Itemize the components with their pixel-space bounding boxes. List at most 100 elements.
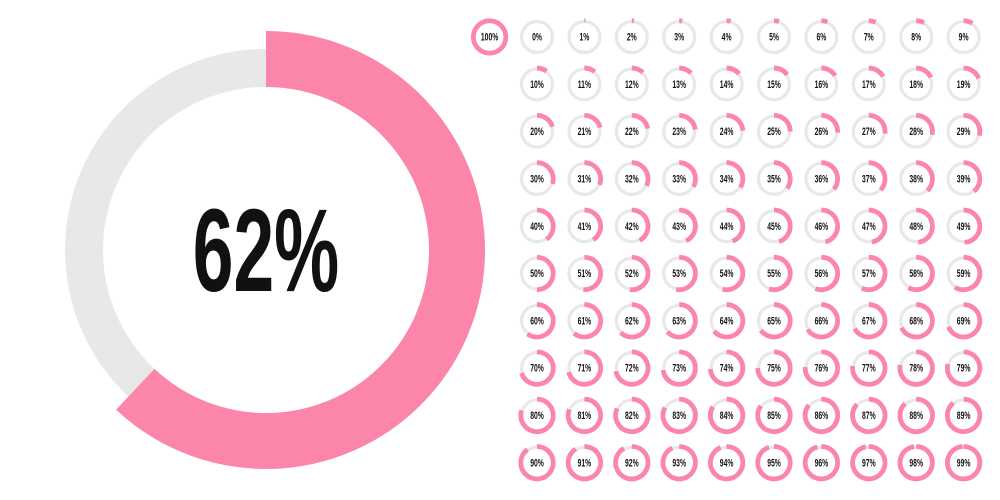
donut-label: 60%: [530, 315, 544, 327]
donut: 90%: [518, 444, 556, 482]
donut: 1%: [567, 18, 602, 55]
donut-arc: [814, 254, 841, 293]
donut-arc: [899, 302, 935, 340]
donut: 69%: [946, 302, 983, 340]
donut-label: 14%: [720, 78, 734, 90]
donut-arc: [526, 302, 556, 340]
donut-label: 61%: [578, 315, 592, 327]
donut-label: 26%: [815, 126, 829, 138]
donut-label: 41%: [578, 220, 592, 232]
donut-label: 69%: [957, 315, 971, 327]
donut-label: 36%: [815, 173, 829, 185]
donut-label: 16%: [815, 78, 829, 90]
donut-arc: [631, 65, 645, 75]
donut: 100%: [470, 18, 509, 56]
donut-arc: [850, 444, 888, 482]
donut-arc: [613, 444, 651, 482]
donut: 2%: [614, 18, 649, 55]
donut: 76%: [802, 349, 841, 387]
donut-arc: [897, 444, 935, 482]
donut-arc: [712, 302, 746, 340]
donut-label: 83%: [672, 409, 686, 421]
donut-label: 34%: [720, 173, 734, 185]
donut-label: 79%: [957, 362, 971, 374]
donut-arc: [566, 349, 603, 387]
donut-label: 27%: [862, 126, 876, 138]
donut-arc: [708, 396, 746, 434]
donut-label: 31%: [578, 173, 592, 185]
donut-label: 6%: [816, 31, 826, 43]
donut-label: 38%: [909, 173, 923, 185]
donut-label: 3%: [674, 31, 684, 43]
donut: 31%: [567, 160, 604, 196]
donut-arc: [802, 349, 841, 387]
donut-arc: [584, 112, 603, 129]
donut-label: 55%: [767, 267, 781, 279]
donut: 80%: [518, 396, 556, 434]
donut-label: 24%: [720, 126, 734, 138]
donut: 43%: [662, 207, 698, 244]
donut: 93%: [660, 444, 698, 482]
donut-arc: [679, 160, 698, 188]
donut-arc: [802, 444, 840, 482]
donut-label: 80%: [530, 409, 544, 421]
donut-arc: [565, 396, 603, 434]
donut: 45%: [756, 207, 793, 244]
donut: 9%: [946, 18, 981, 55]
donut-label: 15%: [767, 78, 781, 90]
donut-arc: [868, 112, 888, 134]
donut-label: 40%: [530, 220, 544, 232]
donut-label: 42%: [625, 220, 639, 232]
donut-arc: [565, 444, 603, 482]
donut: 14%: [709, 65, 744, 102]
donut-label: 19%: [957, 78, 971, 90]
donut: 62%: [65, 31, 485, 469]
donut: 95%: [755, 444, 793, 482]
donut-arc: [916, 18, 926, 25]
donut-arc: [726, 207, 746, 244]
donut-label: 64%: [720, 315, 734, 327]
donut: 35%: [756, 160, 793, 196]
donut-arc: [963, 65, 981, 80]
donut-arc: [536, 254, 556, 293]
donut: 34%: [709, 160, 746, 196]
donut: 6%: [804, 18, 839, 55]
donut-arc: [802, 396, 841, 434]
donut-label: 84%: [720, 409, 734, 421]
donut-label: 97%: [862, 457, 876, 469]
donut-arc: [868, 207, 888, 245]
donut-label: 58%: [909, 267, 923, 279]
donut: 18%: [899, 65, 934, 102]
donut: 22%: [614, 112, 651, 149]
donut-arc: [679, 207, 698, 244]
donut-label: 48%: [909, 220, 923, 232]
donut-label: 78%: [909, 362, 923, 374]
donut-label: 51%: [578, 267, 592, 279]
donut: 27%: [851, 112, 888, 149]
donut: 40%: [519, 207, 556, 244]
donut-arc: [708, 349, 746, 387]
donut-label: 68%: [909, 315, 923, 327]
donut-label: 45%: [767, 220, 781, 232]
donut-label: 4%: [722, 31, 732, 43]
donut: 91%: [565, 444, 603, 482]
donut: 15%: [756, 65, 792, 102]
donut: 74%: [708, 349, 746, 387]
donut: 49%: [946, 207, 983, 245]
donut: 52%: [614, 254, 651, 293]
donut-label: 93%: [672, 457, 686, 469]
donut: 96%: [802, 444, 840, 482]
donut-label: 94%: [720, 457, 734, 469]
donut-label: 49%: [957, 220, 971, 232]
donut: 50%: [519, 254, 556, 293]
donut-label: 75%: [767, 362, 781, 374]
donut-label: 29%: [957, 126, 971, 138]
donut: 70%: [519, 349, 556, 387]
donut-label: 74%: [720, 362, 734, 374]
donut: 54%: [709, 254, 746, 293]
donut-label: 39%: [957, 173, 971, 185]
donut-label: 70%: [530, 362, 544, 374]
donut-label: 88%: [909, 409, 923, 421]
donut-label: 76%: [815, 362, 829, 374]
donut: 44%: [709, 207, 746, 244]
